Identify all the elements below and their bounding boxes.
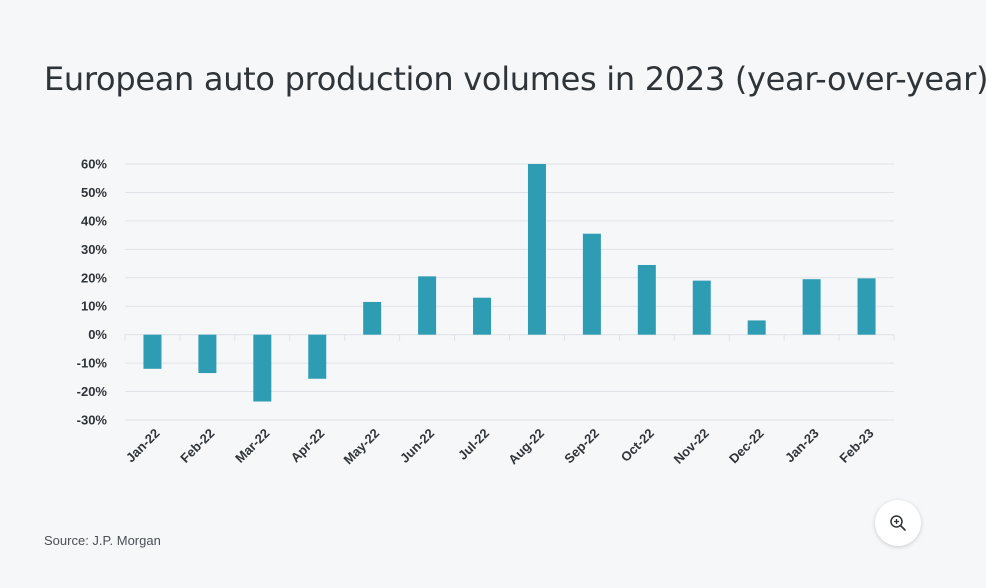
zoom-button[interactable] [875,500,921,546]
bar-feb-22 [198,334,217,374]
bar-nov-22 [692,280,711,335]
y-tick-label: -30% [77,413,108,428]
x-tick-label: Feb-23 [836,426,876,466]
bar-jan-22 [143,334,162,369]
bar-dec-22 [747,320,766,335]
y-tick-label: 50% [81,185,107,200]
zoom-in-icon [890,515,906,531]
bar-jan-23 [802,279,821,335]
x-axis-tick-labels: Jan-22 Feb-22 Mar-22 Apr-22 May-22 Jun-22 Jul-… [123,426,877,468]
x-tick-label: Mar-22 [232,426,272,466]
source-note: Source: J.P. Morgan [44,533,161,548]
bar-mar-22 [253,334,272,402]
x-tick-label: Jun-22 [397,426,437,466]
y-tick-label: 10% [81,299,107,314]
bar-chart: 60% 50% 40% 30% 20% 10% 0% -10% -20% -30% Jan-22 F… [77,157,895,468]
x-tick-label: Jul-22 [455,426,492,463]
y-tick-label: 30% [81,242,107,257]
y-tick-label: 0% [88,327,107,342]
x-tick-label: Apr-22 [288,426,328,466]
chart-area: 60% 50% 40% 30% 20% 10% 0% -10% -20% -30% Jan-22 F… [0,140,986,480]
x-tick-label: Sep-22 [561,426,602,467]
bar-apr-22 [308,334,327,379]
x-tick-label: Oct-22 [618,426,657,465]
y-tick-label: -10% [77,356,108,371]
x-tick-label: Jan-23 [782,426,822,466]
bar-aug-22 [527,164,546,335]
x-tick-label: Aug-22 [505,426,547,468]
y-tick-label: 40% [81,213,107,228]
bars [143,164,876,402]
y-tick-label: -20% [77,384,108,399]
y-tick-label: 20% [81,270,107,285]
x-tick-label: Feb-22 [177,426,217,466]
bar-may-22 [363,301,382,335]
gridlines [124,163,895,421]
bar-jul-22 [473,297,492,335]
bar-sep-22 [582,233,601,335]
bar-oct-22 [637,264,656,335]
bar-feb-23 [857,278,876,335]
y-axis-tick-labels: 60% 50% 40% 30% 20% 10% 0% -10% -20% -30% [77,157,108,428]
chart-title: European auto production volumes in 2023… [44,60,986,98]
x-tick-label: Dec-22 [726,426,767,467]
x-tick-label: Jan-22 [123,426,163,466]
x-tick-label: May-22 [341,426,383,468]
x-tick-label: Nov-22 [671,426,712,467]
bar-jun-22 [418,276,437,335]
y-tick-label: 60% [81,157,107,172]
